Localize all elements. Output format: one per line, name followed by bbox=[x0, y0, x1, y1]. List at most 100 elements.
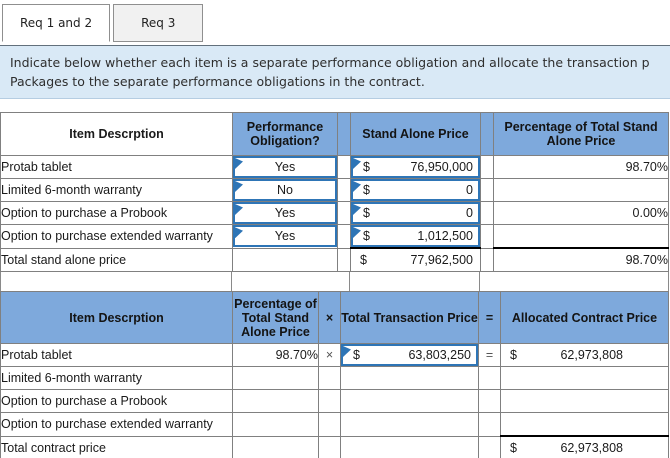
table-row: Option to purchase a Probook bbox=[0, 389, 669, 413]
currency-symbol: $ bbox=[510, 348, 517, 362]
table-header-row: Item Descrption Percentage of Total Stan… bbox=[0, 291, 669, 344]
currency-symbol: $ bbox=[363, 206, 370, 220]
multiply-sign: × bbox=[318, 343, 341, 367]
performance-obligation-select[interactable]: Yes bbox=[233, 156, 337, 178]
spacer-cell bbox=[480, 201, 494, 225]
instruction-banner: Indicate below whether each item is a se… bbox=[0, 45, 670, 99]
spacer-cell bbox=[337, 201, 351, 225]
spacer-cell bbox=[337, 155, 351, 179]
currency-symbol: $ bbox=[353, 348, 360, 362]
header-spacer bbox=[480, 112, 494, 156]
empty-cell bbox=[478, 366, 501, 390]
table-row: Protab tablet 98.70% × $ 63,803,250 = $ … bbox=[0, 343, 669, 367]
input-marker-icon bbox=[235, 181, 243, 192]
amount-value: 0 bbox=[466, 183, 473, 197]
amount-value: 76,950,000 bbox=[410, 160, 473, 174]
spacer-cell bbox=[337, 178, 351, 202]
performance-obligation-select[interactable]: Yes bbox=[233, 225, 337, 248]
allocation-table: Item Descrption Percentage of Total Stan… bbox=[0, 291, 669, 458]
total-label: Total contract price bbox=[0, 435, 233, 458]
item-label: Limited 6-month warranty bbox=[0, 366, 233, 390]
selected-value: Yes bbox=[274, 229, 296, 244]
currency-symbol: $ bbox=[363, 160, 370, 174]
pct-of-total-value bbox=[493, 224, 669, 249]
item-label: Option to purchase extended warranty bbox=[0, 412, 233, 437]
table-row: Limited 6-month warranty bbox=[0, 366, 669, 390]
item-label: Limited 6-month warranty bbox=[0, 178, 233, 202]
table-row: Protab tablet Yes $ 76,950,000 98.70% bbox=[0, 155, 669, 179]
header-spacer bbox=[337, 112, 351, 156]
input-marker-icon bbox=[353, 227, 361, 238]
grid-line bbox=[349, 272, 350, 291]
item-label: Option to purchase a Probook bbox=[0, 389, 233, 413]
currency-symbol: $ bbox=[360, 253, 367, 267]
col-header-total-transaction-price: Total Transaction Price bbox=[340, 291, 479, 344]
selected-value: No bbox=[277, 183, 293, 197]
grid-line bbox=[479, 272, 480, 291]
item-label: Protab tablet bbox=[0, 343, 233, 367]
table-row: Limited 6-month warranty No $ 0 bbox=[0, 178, 669, 202]
table-row: Option to purchase extended warranty bbox=[0, 412, 669, 437]
grid-line bbox=[0, 272, 1, 291]
tab-req-1-and-2[interactable]: Req 1 and 2 bbox=[2, 4, 111, 42]
table-row: Option to purchase extended warranty Yes… bbox=[0, 224, 669, 249]
pct-of-total-value bbox=[493, 178, 669, 202]
item-label: Protab tablet bbox=[0, 155, 233, 179]
spacer-cell bbox=[480, 247, 494, 272]
grid-gap-row bbox=[0, 272, 669, 291]
input-marker-icon bbox=[353, 204, 361, 215]
empty-cell bbox=[340, 389, 479, 413]
empty-cell bbox=[478, 435, 501, 458]
empty-cell bbox=[340, 412, 479, 437]
total-pct-value: 98.70% bbox=[493, 247, 669, 272]
stand-alone-price-input[interactable]: $ 1,012,500 bbox=[351, 225, 480, 247]
col-header-equals: = bbox=[478, 291, 501, 344]
spacer-cell bbox=[337, 224, 351, 249]
amount-value: 77,962,500 bbox=[410, 253, 473, 267]
stand-alone-price-input[interactable]: $ 76,950,000 bbox=[351, 156, 480, 178]
spacer-cell bbox=[337, 247, 351, 272]
empty-cell bbox=[478, 412, 501, 437]
total-stand-alone-price: $ 77,962,500 bbox=[352, 250, 480, 271]
total-contract-price: $ 62,973,808 bbox=[502, 438, 668, 458]
performance-obligation-select[interactable]: No bbox=[233, 179, 337, 201]
currency-symbol: $ bbox=[363, 229, 370, 243]
col-header-allocated-contract-price: Allocated Contract Price bbox=[500, 291, 669, 344]
selected-value: Yes bbox=[274, 206, 296, 220]
col-header-item-description: Item Descrption bbox=[0, 291, 233, 344]
empty-cell bbox=[232, 247, 338, 272]
currency-symbol: $ bbox=[363, 183, 370, 197]
amount-value: 0 bbox=[466, 206, 473, 220]
input-marker-icon bbox=[235, 227, 243, 239]
selected-value: Yes bbox=[274, 160, 296, 174]
col-header-pct-total-stand-alone: Percentage of Total Stand Alone Price bbox=[232, 291, 319, 344]
performance-obligation-select[interactable]: Yes bbox=[233, 202, 337, 224]
instruction-line-1: Indicate below whether each item is a se… bbox=[10, 55, 650, 70]
instruction-line-2: Packages to the separate performance obl… bbox=[10, 74, 425, 89]
stand-alone-price-input[interactable]: $ 0 bbox=[351, 179, 480, 201]
pct-of-total-value: 98.70% bbox=[493, 155, 669, 179]
empty-cell bbox=[318, 366, 341, 390]
tab-bar: Req 1 and 2 Req 3 bbox=[0, 0, 670, 42]
allocated-contract-price: $ 62,973,808 bbox=[502, 345, 668, 366]
amount-value: 62,973,808 bbox=[560, 441, 623, 455]
empty-cell bbox=[318, 389, 341, 413]
table-row: Option to purchase a Probook Yes $ 0 0.0… bbox=[0, 201, 669, 225]
empty-cell bbox=[232, 435, 319, 458]
col-header-multiply: × bbox=[318, 291, 341, 344]
grid-line bbox=[231, 272, 232, 291]
empty-cell bbox=[340, 435, 479, 458]
tab-req-3[interactable]: Req 3 bbox=[113, 4, 204, 42]
empty-cell bbox=[232, 366, 319, 390]
pct-of-total-value: 0.00% bbox=[493, 201, 669, 225]
empty-cell bbox=[500, 389, 669, 413]
spacer-cell bbox=[480, 155, 494, 179]
total-transaction-price-input[interactable]: $ 63,803,250 bbox=[341, 344, 478, 366]
total-row: Total stand alone price $ 77,962,500 98.… bbox=[0, 247, 669, 272]
empty-cell bbox=[318, 412, 341, 437]
input-marker-icon bbox=[235, 158, 243, 169]
stand-alone-price-input[interactable]: $ 0 bbox=[351, 202, 480, 224]
amount-value: 62,973,808 bbox=[560, 348, 623, 362]
empty-cell bbox=[478, 389, 501, 413]
